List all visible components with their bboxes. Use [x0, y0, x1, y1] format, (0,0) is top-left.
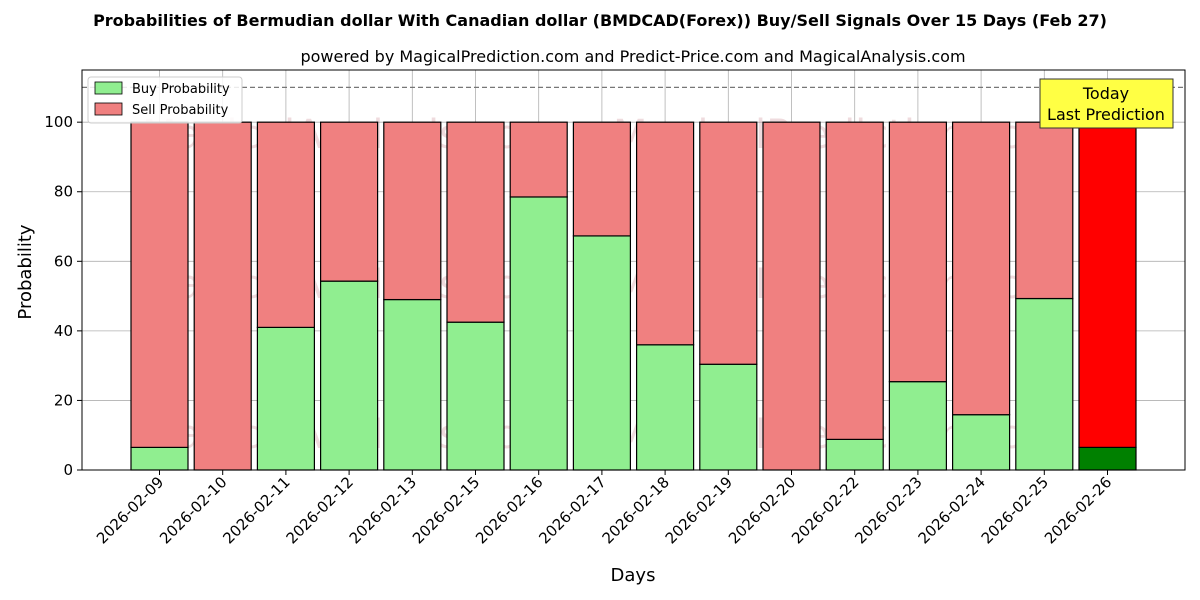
x-axis: 2026-02-092026-02-102026-02-112026-02-12… — [93, 470, 1115, 547]
buy-bar — [509, 196, 568, 471]
y-axis: 0 20 40 60 80 100 — [44, 113, 82, 479]
x-tick-label: 2026-02-22 — [788, 473, 862, 547]
sell-bar — [320, 121, 379, 282]
sell-bar — [888, 121, 948, 383]
today-annotation: Today Last Prediction — [1039, 78, 1174, 129]
buy-bar — [1015, 297, 1074, 471]
x-tick-label: 2026-02-26 — [1041, 473, 1115, 547]
buy-bar — [825, 438, 884, 471]
x-tick-label: 2026-02-15 — [409, 473, 483, 547]
sell-bar — [951, 121, 1011, 416]
sell-bar — [193, 121, 252, 471]
buy-bar — [1078, 446, 1137, 471]
buy-bar — [699, 363, 758, 471]
x-tick-label: 2026-02-09 — [93, 473, 167, 547]
sell-bar — [509, 121, 568, 198]
buy-bar — [951, 414, 1011, 471]
y-tick-label: 60 — [54, 252, 73, 270]
buy-bar — [446, 321, 505, 471]
sell-bar — [130, 121, 189, 448]
buy-bar — [635, 344, 695, 471]
sell-bar — [256, 121, 315, 328]
x-tick-label: 2026-02-19 — [662, 473, 736, 547]
legend-label: Sell Probability — [132, 103, 229, 118]
x-tick-label: 2026-02-10 — [156, 473, 230, 547]
annotation-line: Today — [1082, 84, 1129, 103]
y-axis-label: Probability — [15, 224, 36, 319]
sell-bar — [699, 121, 758, 365]
sell-bar — [635, 121, 695, 346]
sell-bar — [1015, 121, 1074, 300]
x-tick-label: 2026-02-20 — [725, 473, 799, 547]
buy-bar — [888, 381, 948, 471]
buy-bar — [256, 326, 315, 471]
y-tick-label: 80 — [54, 183, 73, 201]
x-tick-label: 2026-02-18 — [599, 473, 673, 547]
x-tick-label: 2026-02-13 — [346, 473, 420, 547]
sell-bar — [825, 121, 884, 440]
x-axis-label: Days — [611, 565, 656, 586]
sell-bar — [572, 121, 632, 237]
sell-bar — [762, 121, 821, 471]
legend-label: Buy Probability — [132, 82, 230, 97]
bars — [130, 121, 1137, 471]
x-tick-label: 2026-02-24 — [915, 473, 989, 547]
y-tick-label: 100 — [44, 113, 73, 131]
annotation-box — [1039, 78, 1174, 129]
annotation-line: Last Prediction — [1047, 105, 1165, 124]
x-tick-label: 2026-02-12 — [283, 473, 357, 547]
legend-box — [87, 76, 243, 124]
legend: Buy Probability Sell Probability — [87, 76, 243, 124]
buy-bar — [320, 280, 379, 471]
chart-title: Probabilities of Bermudian dollar With C… — [93, 11, 1107, 30]
y-tick-label: 40 — [54, 322, 73, 340]
x-tick-label: 2026-02-16 — [472, 473, 546, 547]
x-tick-label: 2026-02-17 — [535, 473, 609, 547]
sell-bar — [383, 121, 442, 301]
plot-frame — [81, 69, 1186, 471]
x-tick-label: 2026-02-23 — [851, 473, 925, 547]
chart-subtitle: powered by MagicalPrediction.com and Pre… — [300, 47, 965, 66]
sell-bar — [446, 121, 505, 323]
buy-bar — [130, 446, 189, 471]
x-tick-label: 2026-02-11 — [219, 473, 293, 547]
legend-swatch — [94, 81, 123, 95]
x-tick-label: 2026-02-25 — [978, 473, 1052, 547]
y-tick-label: 0 — [63, 461, 73, 479]
legend-swatch — [94, 102, 123, 116]
sell-bar — [1078, 121, 1137, 448]
buy-bar — [383, 298, 442, 471]
buy-bar — [572, 235, 632, 471]
y-tick-label: 20 — [54, 391, 73, 409]
